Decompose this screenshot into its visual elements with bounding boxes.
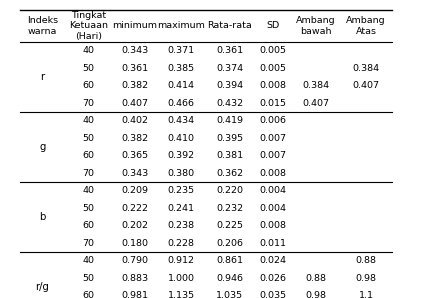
Text: 60: 60 bbox=[82, 151, 94, 160]
Text: 0.912: 0.912 bbox=[167, 256, 194, 265]
Text: 0.466: 0.466 bbox=[167, 99, 194, 108]
Text: Indeks
warna: Indeks warna bbox=[27, 16, 58, 36]
Text: 0.790: 0.790 bbox=[121, 256, 148, 265]
Text: 0.180: 0.180 bbox=[121, 239, 148, 248]
Text: 0.384: 0.384 bbox=[301, 81, 328, 90]
Text: r: r bbox=[40, 72, 44, 82]
Text: 0.026: 0.026 bbox=[259, 274, 286, 283]
Text: 60: 60 bbox=[82, 81, 94, 90]
Text: 0.008: 0.008 bbox=[259, 221, 286, 230]
Text: 0.232: 0.232 bbox=[216, 204, 242, 213]
Text: 0.225: 0.225 bbox=[216, 221, 242, 230]
Text: Tingkat
Ketuaan
(Hari): Tingkat Ketuaan (Hari) bbox=[69, 11, 108, 41]
Text: 40: 40 bbox=[82, 46, 94, 55]
Text: 0.382: 0.382 bbox=[121, 134, 148, 143]
Text: 0.382: 0.382 bbox=[121, 81, 148, 90]
Text: 50: 50 bbox=[82, 204, 94, 213]
Text: 0.035: 0.035 bbox=[259, 291, 286, 298]
Text: 0.432: 0.432 bbox=[216, 99, 242, 108]
Text: 0.434: 0.434 bbox=[167, 116, 194, 125]
Text: 0.004: 0.004 bbox=[259, 186, 286, 195]
Text: 1.135: 1.135 bbox=[167, 291, 194, 298]
Text: 0.007: 0.007 bbox=[259, 134, 286, 143]
Text: 0.395: 0.395 bbox=[216, 134, 242, 143]
Text: b: b bbox=[39, 212, 46, 222]
Text: 70: 70 bbox=[82, 239, 94, 248]
Text: 0.407: 0.407 bbox=[352, 81, 379, 90]
Text: 0.419: 0.419 bbox=[216, 116, 242, 125]
Text: 0.006: 0.006 bbox=[259, 116, 286, 125]
Text: 40: 40 bbox=[82, 116, 94, 125]
Text: r/g: r/g bbox=[35, 282, 49, 292]
Text: 0.209: 0.209 bbox=[121, 186, 148, 195]
Text: 0.222: 0.222 bbox=[121, 204, 148, 213]
Text: 0.202: 0.202 bbox=[121, 221, 148, 230]
Text: 0.011: 0.011 bbox=[259, 239, 286, 248]
Text: 1.035: 1.035 bbox=[216, 291, 242, 298]
Text: 0.861: 0.861 bbox=[216, 256, 242, 265]
Text: Ambang
Atas: Ambang Atas bbox=[345, 16, 385, 36]
Text: 0.402: 0.402 bbox=[121, 116, 148, 125]
Text: 0.007: 0.007 bbox=[259, 151, 286, 160]
Text: 0.024: 0.024 bbox=[259, 256, 286, 265]
Text: 0.015: 0.015 bbox=[259, 99, 286, 108]
Text: 0.414: 0.414 bbox=[167, 81, 194, 90]
Text: 0.371: 0.371 bbox=[167, 46, 194, 55]
Text: 0.374: 0.374 bbox=[216, 64, 242, 73]
Text: 0.98: 0.98 bbox=[304, 291, 325, 298]
Text: 0.361: 0.361 bbox=[121, 64, 148, 73]
Text: 0.394: 0.394 bbox=[216, 81, 242, 90]
Text: 0.005: 0.005 bbox=[259, 64, 286, 73]
Text: 70: 70 bbox=[82, 169, 94, 178]
Text: 0.365: 0.365 bbox=[121, 151, 148, 160]
Text: 40: 40 bbox=[82, 186, 94, 195]
Text: 50: 50 bbox=[82, 274, 94, 283]
Text: 0.004: 0.004 bbox=[259, 204, 286, 213]
Text: Ambang
bawah: Ambang bawah bbox=[295, 16, 334, 36]
Text: 0.407: 0.407 bbox=[301, 99, 328, 108]
Text: 0.883: 0.883 bbox=[121, 274, 148, 283]
Text: 0.361: 0.361 bbox=[216, 46, 242, 55]
Text: maximum: maximum bbox=[157, 21, 204, 30]
Text: 60: 60 bbox=[82, 291, 94, 298]
Text: 0.343: 0.343 bbox=[121, 169, 148, 178]
Text: 0.008: 0.008 bbox=[259, 81, 286, 90]
Text: 1.000: 1.000 bbox=[167, 274, 194, 283]
Text: 0.407: 0.407 bbox=[121, 99, 148, 108]
Text: 0.88: 0.88 bbox=[304, 274, 325, 283]
Text: SD: SD bbox=[266, 21, 279, 30]
Text: 0.206: 0.206 bbox=[216, 239, 242, 248]
Text: 0.946: 0.946 bbox=[216, 274, 242, 283]
Text: 0.88: 0.88 bbox=[355, 256, 376, 265]
Text: 0.241: 0.241 bbox=[167, 204, 194, 213]
Text: 0.238: 0.238 bbox=[167, 221, 194, 230]
Text: 0.98: 0.98 bbox=[355, 274, 376, 283]
Text: 0.008: 0.008 bbox=[259, 169, 286, 178]
Text: 60: 60 bbox=[82, 221, 94, 230]
Text: 0.362: 0.362 bbox=[216, 169, 242, 178]
Text: 0.220: 0.220 bbox=[216, 186, 242, 195]
Text: 0.384: 0.384 bbox=[351, 64, 379, 73]
Text: 0.410: 0.410 bbox=[167, 134, 194, 143]
Text: 0.385: 0.385 bbox=[167, 64, 194, 73]
Text: minimum: minimum bbox=[112, 21, 157, 30]
Text: 70: 70 bbox=[82, 99, 94, 108]
Text: g: g bbox=[39, 142, 46, 152]
Text: 0.981: 0.981 bbox=[121, 291, 148, 298]
Text: 50: 50 bbox=[82, 64, 94, 73]
Text: 0.343: 0.343 bbox=[121, 46, 148, 55]
Text: 0.380: 0.380 bbox=[167, 169, 194, 178]
Text: 0.005: 0.005 bbox=[259, 46, 286, 55]
Text: Rata-rata: Rata-rata bbox=[207, 21, 251, 30]
Text: 50: 50 bbox=[82, 134, 94, 143]
Text: 0.381: 0.381 bbox=[216, 151, 242, 160]
Text: 1.1: 1.1 bbox=[358, 291, 373, 298]
Text: 0.228: 0.228 bbox=[167, 239, 194, 248]
Text: 0.235: 0.235 bbox=[167, 186, 194, 195]
Text: 0.392: 0.392 bbox=[167, 151, 194, 160]
Text: 40: 40 bbox=[82, 256, 94, 265]
